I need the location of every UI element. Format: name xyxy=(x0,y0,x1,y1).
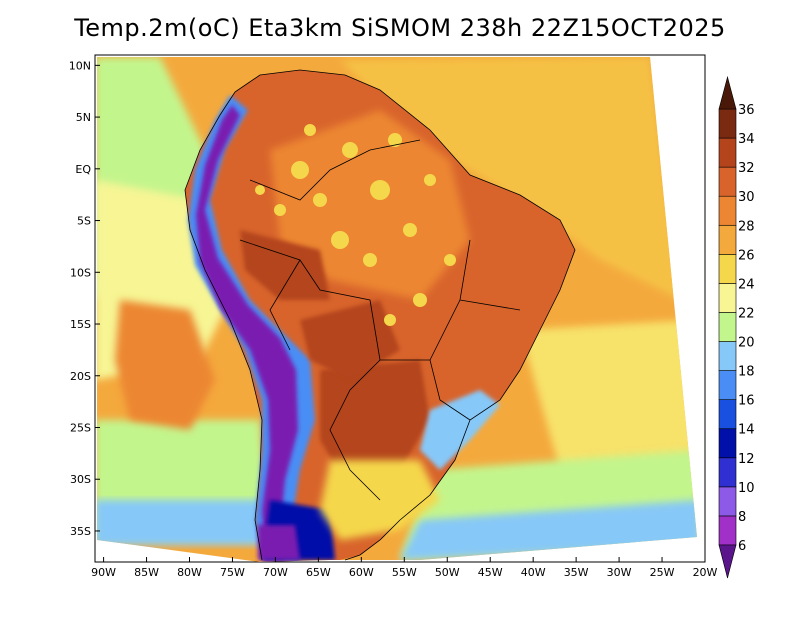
lon-tick-label: 55W xyxy=(392,566,417,579)
lat-tick-label: 10N xyxy=(69,59,91,72)
colorbar-swatch xyxy=(718,137,737,168)
colorbar-swatch xyxy=(718,515,737,546)
colorbar-label: 34 xyxy=(738,132,755,147)
temperature-field xyxy=(97,57,697,562)
colorbar-swatch xyxy=(718,166,737,197)
lat-tick-label: 35S xyxy=(70,525,91,538)
lat-tick-label: 5N xyxy=(76,111,91,124)
colorbar-swatch xyxy=(718,428,737,459)
lon-tick-label: 45W xyxy=(478,566,503,579)
lat-tick-label: 15S xyxy=(70,318,91,331)
colorbar-label: 10 xyxy=(738,481,755,496)
hot-zone-chaco xyxy=(300,300,400,380)
colorbar-label: 14 xyxy=(738,423,755,438)
colorbar: 6 8 10 12 14 16 18 20 22 24 26 28 30 32 34 36 xyxy=(718,75,755,579)
lon-tick-label: 90W xyxy=(91,566,116,579)
lat-tick-label: 20S xyxy=(70,370,91,383)
colorbar-label: 22 xyxy=(738,306,755,321)
colorbar-swatch xyxy=(718,486,737,517)
colorbar-label: 24 xyxy=(738,277,755,292)
coastline xyxy=(184,69,576,561)
patagonia-violet xyxy=(258,525,300,560)
colorbar-label: 30 xyxy=(738,190,755,205)
lon-tick-label: 50W xyxy=(435,566,460,579)
colorbar-label: 16 xyxy=(738,394,755,409)
lon-tick-label: 40W xyxy=(521,566,546,579)
lon-tick-label: 20W xyxy=(693,566,718,579)
colorbar-swatch xyxy=(718,254,737,284)
colorbar-label: 26 xyxy=(738,248,755,263)
colorbar-swatch xyxy=(718,399,737,430)
atlantic-warm-zone xyxy=(340,57,680,300)
lon-tick-label: 60W xyxy=(349,566,374,579)
colorbar-label: 36 xyxy=(738,103,755,118)
colorbar-label: 6 xyxy=(738,539,746,554)
lat-tick-label: EQ xyxy=(75,163,91,176)
lon-tick-label: 35W xyxy=(564,566,589,579)
hot-zone-south xyxy=(320,360,430,490)
lon-tick-label: 65W xyxy=(306,566,331,579)
colorbar-swatch xyxy=(718,224,737,255)
southeast-cool-coast xyxy=(420,390,500,470)
colorbar-swatch xyxy=(718,283,737,313)
colorbar-label: 12 xyxy=(738,452,755,467)
colorbar-swatch xyxy=(718,312,737,342)
lat-tick-label: 10S xyxy=(70,266,91,279)
lon-tick-label: 85W xyxy=(134,566,159,579)
colorbar-label: 32 xyxy=(738,161,755,176)
pacific-south-blue xyxy=(97,500,265,545)
lon-tick-label: 30W xyxy=(607,566,632,579)
colorbar-swatch xyxy=(718,195,737,226)
lat-tick-label: 25S xyxy=(70,421,91,434)
lat-tick-label: 30S xyxy=(70,473,91,486)
lon-tick-label: 25W xyxy=(650,566,675,579)
colorbar-label: 8 xyxy=(738,510,746,525)
lon-tick-label: 70W xyxy=(263,566,288,579)
colorbar-label: 20 xyxy=(738,336,755,351)
colorbar-swatch xyxy=(718,108,737,139)
colorbar-swatch xyxy=(718,341,737,371)
colorbar-high-arrow xyxy=(718,75,737,110)
lat-tick-label: 5S xyxy=(77,215,91,228)
country-borders xyxy=(239,139,521,501)
colorbar-swatch xyxy=(718,370,737,400)
colorbar-label: 18 xyxy=(738,365,755,380)
latitude-axis: 10N 5N EQ 5S 10S 15S 20S 25S 30S 35S xyxy=(69,59,100,538)
boundaries xyxy=(184,69,576,561)
atlantic-south-yellow xyxy=(520,320,697,470)
convective-cells xyxy=(255,124,456,326)
colorbar-label: 28 xyxy=(738,219,755,234)
colorbar-low-arrow xyxy=(718,544,737,579)
lon-tick-label: 75W xyxy=(220,566,245,579)
map-title: Temp.2m(oC) Eta3km SiSMOM 238h 22Z15OCT2… xyxy=(74,14,726,42)
pacific-peru-blob xyxy=(115,300,215,430)
colorbar-swatch xyxy=(718,457,737,488)
lon-tick-label: 80W xyxy=(177,566,202,579)
andes-cold-core xyxy=(196,105,298,560)
longitude-axis: 90W 85W 80W 75W 70W 65W 60W 55W 50W 45W 40W 35W 30W 2… xyxy=(91,557,718,579)
